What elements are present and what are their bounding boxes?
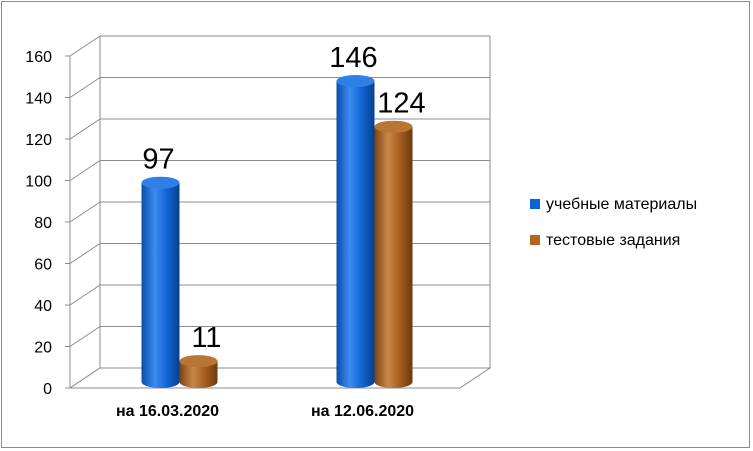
side-gridline bbox=[69, 243, 101, 264]
side-gridline bbox=[69, 77, 101, 98]
bar-series-1 bbox=[141, 176, 180, 389]
data-label: 124 bbox=[377, 88, 425, 120]
side-gridline bbox=[69, 35, 101, 57]
y-tick-label: 100 bbox=[25, 174, 52, 191]
legend-label: тестовые задания bbox=[546, 232, 680, 249]
legend-label: учебные материалы bbox=[546, 196, 697, 213]
y-tick-label: 80 bbox=[34, 215, 52, 232]
bar-top bbox=[141, 176, 180, 189]
side-gridline bbox=[69, 118, 101, 140]
legend-swatch bbox=[530, 235, 540, 245]
side-gridline bbox=[69, 160, 101, 181]
bar-body bbox=[374, 126, 413, 389]
side-gridline bbox=[69, 284, 101, 306]
bar-series-1 bbox=[336, 75, 375, 389]
legend: учебные материалы тестовые задания bbox=[530, 196, 697, 249]
y-tick-label: 160 bbox=[25, 49, 52, 66]
y-tick-label: 120 bbox=[25, 132, 52, 149]
bar-series-2 bbox=[179, 355, 218, 389]
data-label: 97 bbox=[142, 144, 174, 176]
bar-body bbox=[141, 182, 180, 389]
bar-body bbox=[336, 81, 375, 389]
bar-top bbox=[179, 355, 218, 368]
side-gridline bbox=[69, 201, 101, 223]
y-tick-label: 140 bbox=[25, 91, 52, 108]
grid bbox=[69, 35, 491, 389]
y-tick-label: 60 bbox=[34, 257, 52, 274]
category-label: на 16.03.2020 bbox=[116, 403, 219, 420]
bar-top bbox=[336, 75, 375, 88]
floor bbox=[68, 367, 492, 389]
bar-top bbox=[374, 120, 413, 133]
y-tick-label: 40 bbox=[34, 298, 52, 315]
legend-swatch bbox=[530, 199, 540, 209]
y-tick-label: 0 bbox=[43, 381, 52, 398]
category-label: на 12.06.2020 bbox=[311, 403, 414, 420]
data-label: 146 bbox=[329, 42, 377, 74]
bars bbox=[141, 75, 413, 389]
bar-series-2 bbox=[374, 120, 413, 389]
bar-body bbox=[179, 361, 218, 389]
side-gridline bbox=[69, 326, 101, 347]
data-label: 11 bbox=[191, 322, 221, 354]
y-tick-label: 20 bbox=[34, 340, 52, 357]
